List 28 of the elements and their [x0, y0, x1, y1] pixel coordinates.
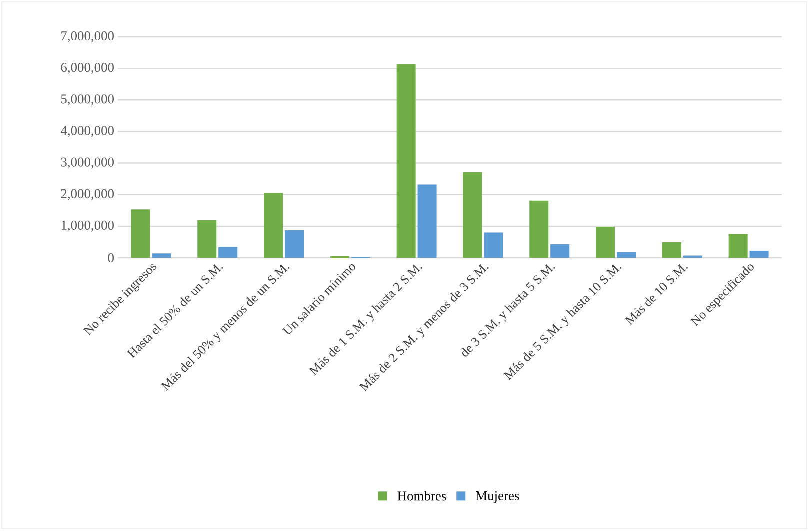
y-tick-label: 1,000,000: [62, 220, 114, 232]
bar: [617, 252, 636, 258]
y-tick-label: 4,000,000: [60, 126, 114, 138]
y-tick-label: 6,000,000: [61, 63, 114, 74]
legend-label: Hombres: [398, 491, 446, 501]
bar: [418, 184, 437, 258]
y-tick-label: 7,000,000: [62, 31, 114, 42]
bar: [596, 227, 616, 258]
y-tick-label: 0: [108, 253, 114, 263]
bar: [131, 210, 150, 258]
x-tick-label: Más de 10 S.M.: [624, 264, 688, 326]
bar: [550, 244, 570, 258]
bar: [264, 193, 284, 258]
bar: [152, 254, 172, 258]
bar: [530, 200, 549, 258]
y-tick-label: 2,000,000: [61, 189, 114, 200]
bar: [396, 64, 416, 258]
bar: [484, 232, 504, 258]
bar: [198, 220, 217, 258]
bar: [662, 242, 682, 258]
legend-label: Mujeres: [476, 491, 520, 504]
y-tick-label: 5,000,000: [61, 94, 114, 106]
bar: [728, 234, 748, 258]
bar: [285, 230, 304, 258]
y-tick-label: 3,000,000: [61, 158, 114, 169]
bar: [750, 251, 769, 258]
bar: [463, 172, 482, 258]
bar: [218, 247, 238, 258]
